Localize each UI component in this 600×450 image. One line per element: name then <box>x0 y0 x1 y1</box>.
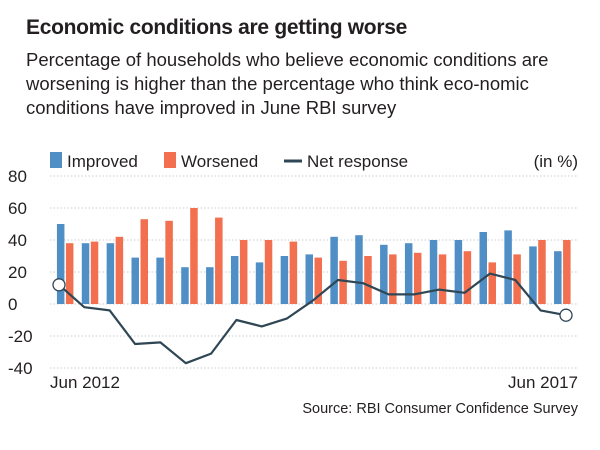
bar-improved <box>429 240 438 304</box>
y-tick-label: 60 <box>8 199 27 218</box>
bar-worsened <box>165 220 173 304</box>
bar-improved <box>404 243 413 304</box>
bar-worsened <box>488 262 496 304</box>
bar-improved <box>81 243 90 304</box>
bar-improved <box>479 232 487 304</box>
legend: Improved Worsened Net response <box>50 152 408 171</box>
bar-worsened <box>364 256 372 304</box>
bar-improved <box>56 224 65 304</box>
y-tick-label: -20 <box>8 327 33 346</box>
bar-improved <box>206 267 214 304</box>
legend-label-net-response: Net response <box>307 152 408 171</box>
y-tick-label: 40 <box>8 231 27 250</box>
bar-improved <box>305 254 313 304</box>
bar-improved <box>106 243 115 304</box>
net-response-path <box>58 272 567 365</box>
bar-worsened <box>90 241 99 304</box>
bar-worsened <box>314 257 322 304</box>
y-tick-label: 80 <box>8 167 27 186</box>
net-response-start-marker <box>52 278 66 292</box>
bar-improved <box>181 267 189 304</box>
bar-improved <box>330 236 338 304</box>
bars <box>56 208 571 304</box>
legend-label-worsened: Worsened <box>181 152 258 171</box>
x-label-first: Jun 2012 <box>50 373 120 392</box>
bar-worsened <box>389 254 397 304</box>
net-response-line <box>52 272 573 365</box>
y-tick-label: 0 <box>8 295 17 314</box>
bar-worsened <box>513 254 521 304</box>
legend-swatch-improved <box>50 152 62 168</box>
bar-worsened <box>115 236 124 304</box>
bar-worsened <box>65 243 74 304</box>
bar-worsened <box>463 251 472 304</box>
bar-worsened <box>413 252 422 304</box>
bar-worsened <box>339 260 347 304</box>
bar-improved <box>131 257 139 304</box>
bar-worsened <box>538 240 546 304</box>
bar-improved <box>529 246 537 304</box>
bar-worsened <box>140 219 148 304</box>
chart-subtitle: Percentage of households who believe eco… <box>26 49 549 118</box>
unit-label: (in %) <box>534 152 578 171</box>
bar-improved <box>380 244 388 304</box>
bar-improved <box>355 235 363 304</box>
y-tick-label: -40 <box>8 359 33 378</box>
bar-improved <box>504 230 512 304</box>
legend-label-improved: Improved <box>67 152 138 171</box>
bar-improved <box>280 256 289 304</box>
bar-worsened <box>264 240 273 304</box>
bar-worsened <box>239 240 248 304</box>
legend-swatch-worsened <box>164 152 176 168</box>
y-tick-label: 20 <box>8 263 27 282</box>
bar-worsened <box>289 241 298 304</box>
bar-improved <box>554 251 562 304</box>
chart-title: Economic conditions are getting worse <box>26 16 407 39</box>
net-response-end-marker <box>559 308 573 322</box>
bar-improved <box>454 240 463 304</box>
bar-improved <box>156 257 164 304</box>
bar-improved <box>230 256 239 304</box>
source-note: Source: RBI Consumer Confidence Survey <box>302 401 578 417</box>
x-label-last: Jun 2017 <box>508 373 578 392</box>
bar-worsened <box>215 217 223 304</box>
bar-improved <box>255 262 264 304</box>
bar-worsened <box>563 240 571 304</box>
bar-worsened <box>190 208 198 304</box>
bar-worsened <box>438 254 447 304</box>
